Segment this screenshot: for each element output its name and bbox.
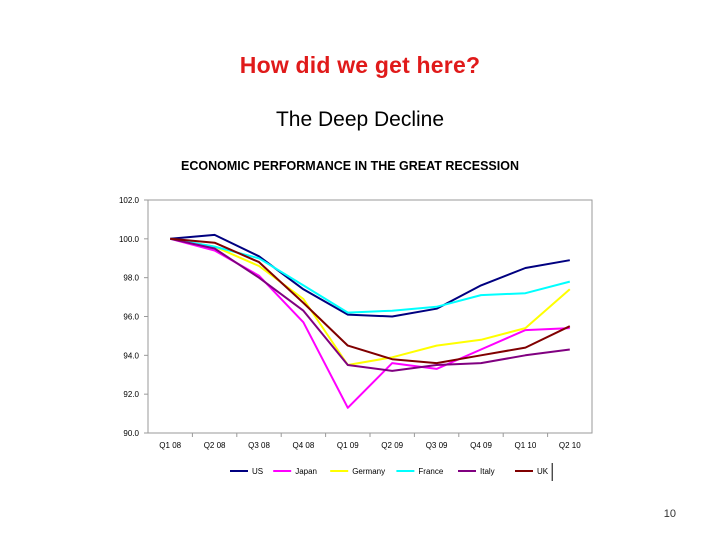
x-tick-label: Q1 10	[515, 441, 537, 450]
page-number: 10	[663, 508, 676, 520]
y-tick-label: 98.0	[123, 274, 139, 283]
chart-title: ECONOMIC PERFORMANCE IN THE GREAT RECESS…	[181, 159, 519, 173]
x-tick-label: Q4 09	[470, 441, 492, 450]
x-tick-label: Q1 08	[159, 441, 181, 450]
x-tick-label: Q4 08	[293, 441, 315, 450]
slide-subtitle: The Deep Decline	[275, 108, 445, 131]
slide-title: How did we get here?	[239, 52, 481, 78]
y-tick-label: 90.0	[123, 429, 139, 438]
y-tick-label: 92.0	[123, 390, 139, 399]
series-line-italy	[169, 237, 570, 372]
legend-label-uk: UK	[537, 467, 549, 476]
legend-label-germany: Germany	[352, 467, 385, 476]
legend-label-france: France	[418, 467, 443, 476]
series-line-japan	[169, 237, 570, 409]
legend-label-us: US	[252, 467, 263, 476]
legend-label-italy: Italy	[480, 467, 495, 476]
x-tick-label: Q2 08	[204, 441, 226, 450]
x-tick-label: Q2 10	[559, 441, 581, 450]
y-tick-label: 94.0	[123, 351, 139, 360]
y-tick-label: 100.0	[119, 235, 140, 244]
x-tick-label: Q3 09	[426, 441, 448, 450]
series-line-us	[170, 233, 570, 318]
legend-label-japan: Japan	[295, 467, 317, 476]
y-tick-label: 102.0	[119, 196, 140, 205]
series-line-uk	[170, 237, 571, 365]
x-tick-label: Q3 08	[248, 441, 270, 450]
series-line-germany	[170, 237, 571, 366]
x-tick-label: Q1 09	[337, 441, 359, 450]
x-tick-label: Q2 09	[381, 441, 403, 450]
y-tick-label: 96.0	[123, 313, 139, 322]
